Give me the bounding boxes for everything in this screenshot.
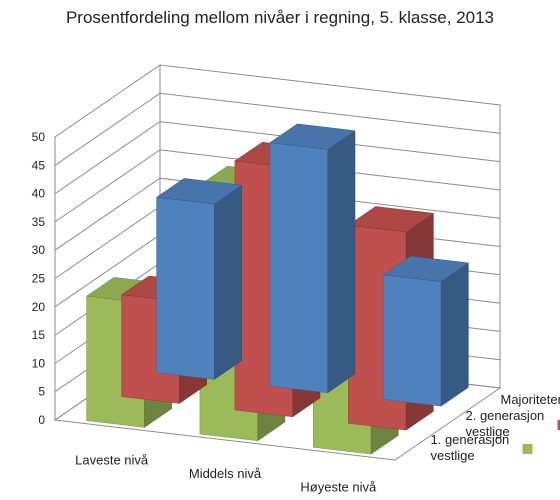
chart-title: Prosentfordeling mellom nivåer i regning… [65,8,495,27]
y-tick-label: 25 [32,272,46,286]
y-tick-label: 0 [38,413,45,427]
y-tick-label: 50 [32,130,46,144]
y-tick-label: 10 [32,356,46,370]
gridline [54,121,501,195]
gridline [54,149,501,223]
category-label-h-yeste-niva: Høyeste nivå [300,479,377,494]
legend-swatch [557,420,560,430]
bar-1-generasjon-vestlige-laveste-niva [155,178,243,380]
gridline [54,177,501,251]
y-tick-label: 5 [38,385,45,399]
legend-item-2-generasjon-vestlige: 2. generasjon vestlige [466,408,560,439]
legend-label: 1. generasjon vestlige [431,432,510,463]
category-label-middels-niva: Middels nivå [189,466,262,481]
y-tick-label: 40 [32,187,46,201]
y-axis-ticks: 0 5 10 15 20 25 30 35 40 45 50 [32,130,46,427]
legend-item-majoriteten: 1. generasjon vestlige [431,432,533,463]
y-tick-label: 45 [32,158,46,172]
bars [85,123,470,455]
legend-label: Majoriteten [501,392,560,407]
y-tick-label: 35 [32,215,46,229]
bar-1-generasjon-vestlige-middels-niva [269,123,356,394]
gridline [54,92,501,166]
legend-label: 2. generasjon vestlige [466,408,545,439]
bar-1-generasjon-vestlige-h-yeste-niva [382,255,470,407]
category-label-laveste-niva: Laveste nivå [75,453,149,468]
category-labels: Laveste nivå Middels nivå Høyeste nivå [75,453,377,495]
y-tick-label: 20 [32,300,46,314]
legend-item-1-generasjon-vestlige: Majoriteten [501,392,560,407]
legend-swatch [522,444,533,454]
y-tick-label: 15 [32,328,46,342]
y-tick-label: 30 [32,243,46,257]
